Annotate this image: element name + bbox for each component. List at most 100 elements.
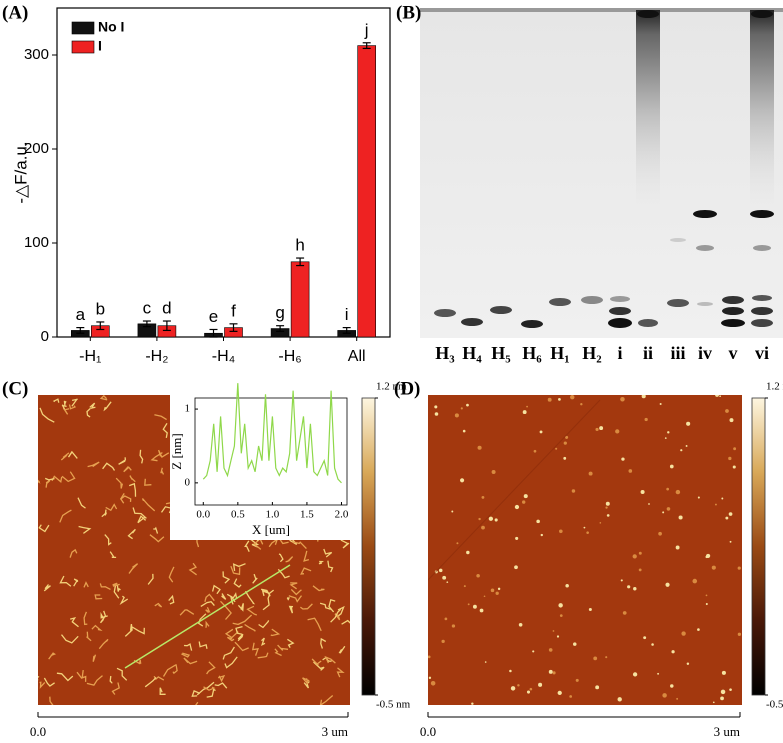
afm-strand [38,479,41,484]
afm-particle [571,489,576,493]
afm-particle [729,540,732,543]
y-tick-label: 0 [41,328,49,345]
afm-strand [116,585,121,592]
afm-strand [59,509,72,523]
afm-particle [711,565,716,570]
afm-strand [127,528,136,540]
afm-particle [510,686,516,691]
afm-strand [83,611,88,626]
afm-particle [538,682,543,687]
afm-strand [323,548,333,558]
afm-particle [494,518,498,522]
afm-strand [102,462,116,471]
significance-letter: a [76,305,86,324]
afm-strand [227,636,235,642]
afm-strand [205,606,211,614]
afm-particle [697,496,700,499]
afm-strand [221,593,227,600]
lane-label: H₁ [550,343,569,363]
afm-strand [157,449,170,459]
afm-particle [720,696,724,701]
afm-strand [69,548,78,558]
afm-particle [472,604,477,609]
afm-strand [222,571,231,584]
x-tick-label: -H₄ [212,348,235,365]
legend-label: I [98,38,102,54]
afm-particle [620,397,625,402]
afm-strand [234,641,249,652]
afm-strand [286,597,290,601]
afm-strand [222,646,235,660]
afm-particle [476,573,480,578]
afm-particle [526,690,531,694]
afm-strand [87,461,100,468]
afm-particle [565,435,569,439]
afm-strand [91,624,103,632]
afm-particle [478,517,481,521]
afm-strand [253,537,264,550]
afm-strand [70,616,79,628]
afm-strand [327,560,334,573]
lane-label: H₃ [435,343,455,363]
afm-strand [77,497,86,509]
afm-particle [628,469,633,473]
afm-particle [479,608,484,613]
afm-particle [662,511,665,514]
afm-particle [617,697,622,702]
afm-strand [224,628,239,639]
afm-particle [556,635,560,638]
error-bar [229,323,238,332]
afm-strand [320,637,327,649]
afm-particle [434,405,438,409]
afm-strand [141,498,156,512]
afm-strand [290,588,302,596]
afm-particle [484,661,487,663]
x-tick-label: All [348,348,366,365]
afm-particle [481,525,485,530]
afm-particle [605,506,608,509]
afm-particle [438,568,443,573]
afm-strand [109,551,117,559]
error-bar [209,328,218,338]
afm-strand [230,595,236,605]
afm-particle [514,504,520,510]
scale-label: 0.0 [30,724,46,739]
lane-label: i [617,343,622,363]
afm-particle [605,656,608,659]
afm-strand [198,641,208,649]
afm-strand [226,592,238,600]
afm-strand [68,404,76,410]
afm-particle [680,449,683,452]
afm-particle [557,690,562,695]
x-tick-label: -H₆ [278,348,301,365]
afm-strand [261,589,275,597]
colorbar-label: -0.5 nm [766,699,783,711]
afm-strand [319,695,334,705]
significance-letter: g [275,303,284,322]
afm-strand [191,690,201,697]
error-bar [342,327,351,334]
afm-strand [181,652,191,658]
afm-particle [532,650,535,653]
afm-particle [648,503,650,505]
afm-particle [509,669,512,673]
afm-strand [274,648,282,657]
significance-letter: f [231,301,236,320]
afm-particle [569,695,573,698]
x-tick-label: 0.0 [196,509,210,521]
afm-strand [204,593,215,602]
x-tick-label: -H₂ [145,348,168,365]
panel-label: (B) [396,2,421,23]
afm-strand [120,492,125,504]
afm-strand [43,677,55,687]
afm-strand [48,652,57,660]
afm-strand [172,665,178,675]
afm-particle [428,676,432,680]
lane-label: H₅ [491,343,510,363]
afm-strand [289,582,298,590]
lane-label: ii [643,343,653,363]
afm-strand [183,657,198,665]
y-tick-label: 100 [24,234,49,251]
afm-strand [260,637,266,646]
afm-particle [481,495,485,499]
